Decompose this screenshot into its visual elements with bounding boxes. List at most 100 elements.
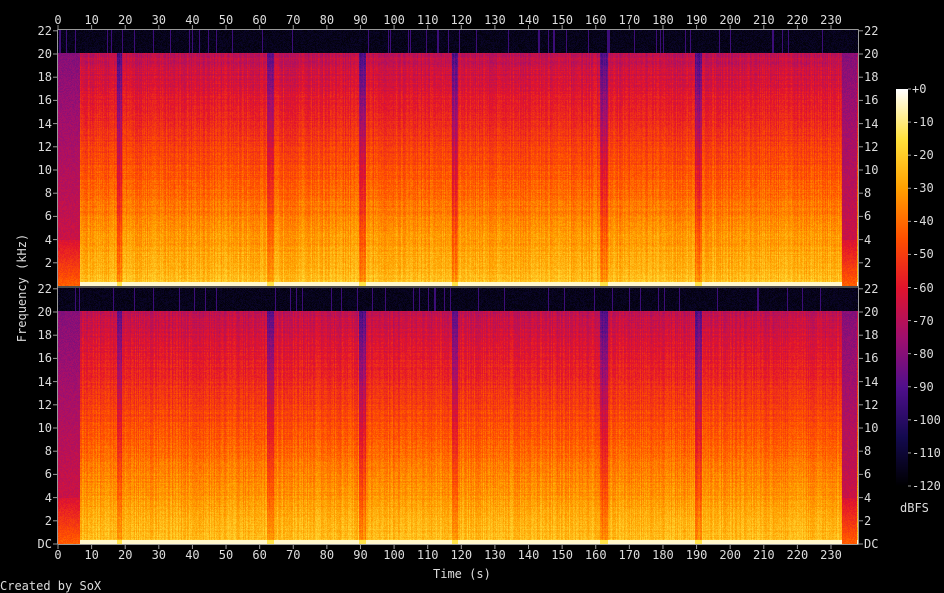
x-tick-label-top: 170 (618, 13, 641, 27)
x-tick-label-bottom: 220 (786, 548, 809, 562)
x-axis-label: Time (s) (433, 567, 491, 581)
y-tick-label-right: 14 (864, 374, 879, 389)
colorbar-tick-label: -10 (912, 115, 934, 130)
y-tick-label-left: 18 (37, 70, 52, 85)
x-tick-label-top: 190 (685, 13, 708, 27)
x-tick-label-bottom: 170 (618, 548, 641, 562)
x-tick-label-bottom: 10 (84, 548, 99, 562)
x-tick-label-bottom: 130 (484, 548, 506, 562)
y-tick-label-right: 8 (864, 186, 872, 201)
footer-credit: Created by SoX (0, 579, 102, 593)
spectrogram-channel-2 (58, 288, 858, 544)
y-tick-label-left: 18 (37, 328, 52, 343)
x-tick-label-top: 160 (584, 13, 607, 27)
y-tick-label-right: 6 (864, 467, 872, 482)
y-tick-label-left: 16 (37, 351, 52, 366)
x-tick-label-top: 220 (786, 13, 809, 27)
x-tick-label-top: 90 (353, 13, 368, 27)
colorbar-tick-label: -110 (912, 445, 941, 460)
y-tick-label-left: 22 (37, 281, 52, 296)
y-tick-label-right: 20 (864, 305, 879, 319)
x-tick-label-top: 60 (252, 13, 267, 27)
y-tick-label-right: 10 (864, 163, 879, 177)
x-tick-label-top: 20 (117, 13, 133, 27)
x-tick-label-top: 30 (151, 13, 167, 27)
y-tick-label-left: 10 (37, 421, 52, 435)
y-tick-label-right: 8 (864, 444, 872, 459)
x-tick-label-bottom: 140 (517, 548, 540, 562)
y-tick-label-right: 18 (864, 70, 879, 85)
x-tick-label-top: 80 (319, 13, 335, 27)
colorbar (896, 89, 908, 487)
y-tick-label-left: 4 (44, 232, 52, 247)
y-tick-label-left: 14 (37, 374, 52, 389)
x-tick-label-top: 150 (551, 13, 573, 27)
y-tick-label-left: 6 (44, 467, 52, 482)
colorbar-tick-label: -40 (912, 214, 934, 229)
x-tick-label-bottom: 210 (752, 548, 775, 562)
x-tick-label-top: 70 (286, 13, 301, 27)
colorbar-tick-label: -50 (912, 247, 934, 262)
y-tick-label-right: 22 (864, 23, 879, 38)
x-tick-label-bottom: 100 (383, 548, 405, 562)
y-tick-label-right: 16 (864, 93, 879, 108)
x-tick-label-bottom: 230 (820, 548, 842, 562)
y-tick-label-left: 4 (44, 490, 52, 505)
y-tick-label-left: 20 (37, 47, 52, 61)
x-tick-label-top: 200 (719, 13, 742, 27)
colorbar-label: dBFS (900, 501, 929, 515)
y-tick-label-left: 8 (44, 186, 52, 201)
x-tick-label-bottom: 180 (652, 548, 674, 562)
x-tick-label-top: 10 (84, 13, 99, 27)
y-tick-label-left: 12 (37, 397, 52, 412)
colorbar-tick-label: -90 (912, 379, 934, 394)
x-tick-label-bottom: 20 (117, 548, 133, 562)
x-tick-label-top: 230 (820, 13, 842, 27)
y-tick-label-right: 4 (864, 490, 872, 505)
y-tick-label-left: 2 (44, 513, 52, 528)
y-tick-label-left: 12 (37, 139, 52, 154)
x-tick-label-bottom: 120 (450, 548, 473, 562)
colorbar-tick-label: -100 (912, 412, 941, 427)
x-tick-label-top: 210 (752, 13, 775, 27)
x-tick-label-top: 50 (218, 13, 234, 27)
colorbar-tick-label: -30 (912, 181, 934, 196)
y-tick-label-right: 14 (864, 116, 879, 131)
y-tick-label-right: 6 (864, 209, 872, 224)
y-tick-label-right: 2 (864, 255, 872, 270)
colorbar-tick-label: -70 (912, 313, 934, 328)
x-tick-label-top: 100 (383, 13, 405, 27)
y-tick-label-left: 8 (44, 444, 52, 459)
x-tick-label-bottom: 40 (185, 548, 200, 562)
x-tick-label-bottom: 190 (685, 548, 708, 562)
x-tick-label-top: 120 (450, 13, 473, 27)
colorbar-tick-label: -80 (912, 346, 934, 361)
x-tick-label-bottom: 200 (719, 548, 742, 562)
y-axis-label: Frequency (kHz) (15, 233, 30, 343)
y-tick-label-left: 6 (44, 209, 52, 224)
x-tick-label-bottom: 150 (551, 548, 573, 562)
x-tick-label-bottom: 70 (286, 548, 301, 562)
y-tick-label-left: 10 (37, 163, 52, 177)
spectrogram-channel-1 (58, 30, 858, 286)
x-tick-label-bottom: 90 (353, 548, 368, 562)
x-tick-label-top: 140 (517, 13, 540, 27)
y-tick-label-right: 16 (864, 351, 879, 366)
colorbar-tick-label: -20 (912, 148, 934, 163)
x-tick-label-bottom: 60 (252, 548, 267, 562)
x-tick-label-top: 40 (185, 13, 200, 27)
y-tick-label-left: 16 (37, 93, 52, 108)
x-tick-label-bottom: 50 (218, 548, 234, 562)
x-tick-label-top: 110 (416, 13, 439, 27)
y-tick-label-left: DC (37, 537, 52, 551)
x-tick-label-bottom: 0 (54, 548, 62, 562)
x-tick-label-bottom: 30 (151, 548, 167, 562)
y-tick-label-left: 22 (37, 23, 52, 38)
y-tick-label-right: 4 (864, 232, 872, 247)
x-tick-label-top: 180 (652, 13, 674, 27)
x-tick-label-bottom: 80 (319, 548, 335, 562)
y-tick-label-right: 2 (864, 513, 872, 528)
y-tick-label-left: 2 (44, 255, 52, 270)
x-tick-label-bottom: 110 (416, 548, 439, 562)
